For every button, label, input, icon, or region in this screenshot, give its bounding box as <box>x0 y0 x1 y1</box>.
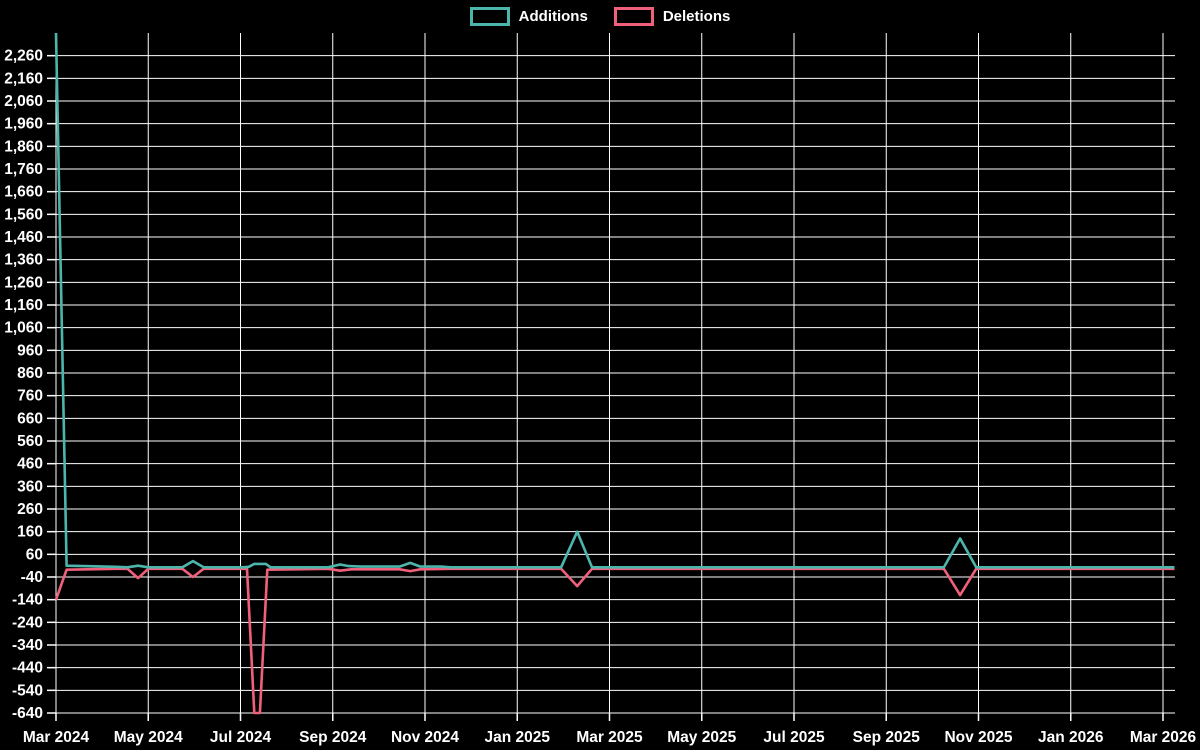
y-tick-label: 1,760 <box>4 161 43 178</box>
x-tick-label: Jan 2025 <box>485 729 551 746</box>
y-tick-label: 1,060 <box>4 320 43 337</box>
x-tick-label: Nov 2024 <box>391 729 459 746</box>
legend-additions-label: Additions <box>518 8 588 25</box>
legend-deletions-label: Deletions <box>662 8 731 25</box>
deletions-line <box>54 567 1175 715</box>
y-tick-label: 360 <box>17 478 43 495</box>
chart-legend: Additions Deletions <box>0 7 1200 26</box>
x-tick-label: Nov 2025 <box>944 729 1012 746</box>
x-tick-label: Mar 2026 <box>1130 729 1197 746</box>
y-tick-label: 1,660 <box>4 184 43 201</box>
y-tick-label: 1,960 <box>4 116 43 133</box>
x-tick-label: Sep 2024 <box>299 729 367 746</box>
y-tick-label: 60 <box>26 546 43 563</box>
x-tick-label: Jul 2024 <box>210 729 272 746</box>
legend-item-additions[interactable]: Additions <box>469 7 588 26</box>
y-tick-label: 1,160 <box>4 297 43 314</box>
x-tick-label: May 2025 <box>667 729 736 746</box>
y-tick-label: 2,260 <box>4 48 43 65</box>
y-tick-label: -540 <box>12 682 43 699</box>
y-tick-label: 660 <box>17 410 43 427</box>
y-tick-label: -240 <box>12 614 43 631</box>
y-tick-label: -140 <box>12 592 43 609</box>
x-tick-label: May 2024 <box>114 729 183 746</box>
legend-item-deletions[interactable]: Deletions <box>613 7 731 26</box>
y-tick-label: 2,160 <box>4 70 43 87</box>
y-tick-label: 260 <box>17 501 43 518</box>
y-tick-label: 1,860 <box>4 138 43 155</box>
y-tick-label: 560 <box>17 433 43 450</box>
y-tick-label: 760 <box>17 388 43 405</box>
deletions-swatch-icon <box>613 7 654 26</box>
y-tick-label: 860 <box>17 365 43 382</box>
y-tick-label: 1,260 <box>4 274 43 291</box>
additions-line <box>54 32 1175 569</box>
y-tick-label: 160 <box>17 524 43 541</box>
x-tick-label: Jul 2025 <box>763 729 825 746</box>
y-tick-label: -340 <box>12 637 43 654</box>
x-tick-label: Sep 2025 <box>853 729 921 746</box>
y-tick-label: 460 <box>17 456 43 473</box>
y-tick-label: 1,360 <box>4 252 43 269</box>
x-tick-label: Jan 2026 <box>1038 729 1104 746</box>
y-tick-label: 2,060 <box>4 93 43 110</box>
y-tick-label: 1,460 <box>4 229 43 246</box>
y-tick-label: -640 <box>12 705 43 722</box>
x-tick-label: Mar 2025 <box>576 729 643 746</box>
y-tick-label: 960 <box>17 342 43 359</box>
x-tick-label: Mar 2024 <box>23 729 90 746</box>
additions-swatch-icon <box>469 7 510 26</box>
y-tick-label: 1,560 <box>4 206 43 223</box>
y-tick-label: -440 <box>12 660 43 677</box>
y-tick-label: -40 <box>21 569 43 586</box>
